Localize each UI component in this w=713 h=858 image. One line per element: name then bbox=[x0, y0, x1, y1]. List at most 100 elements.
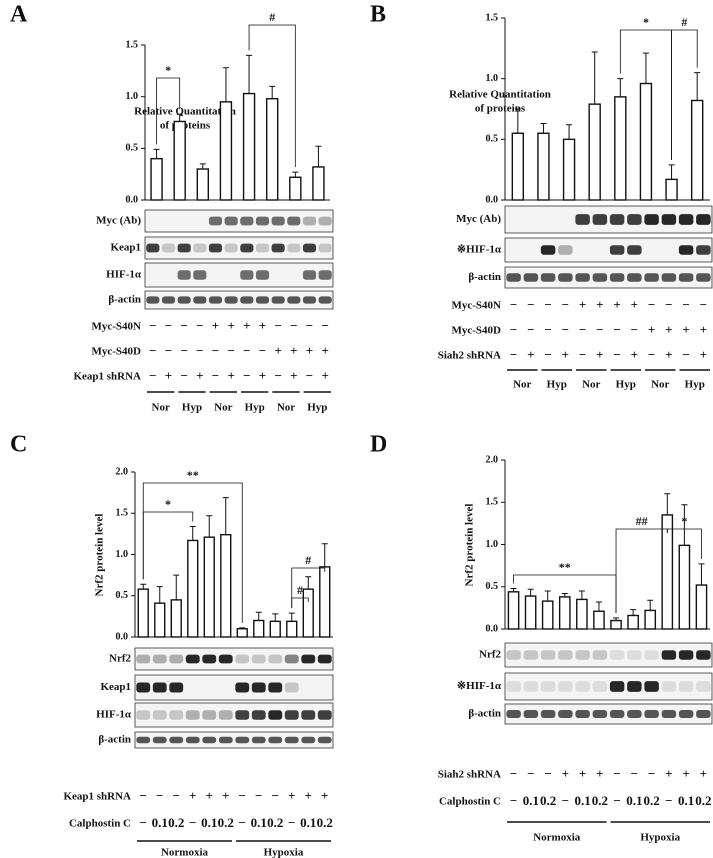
blot-band bbox=[161, 243, 176, 253]
condition-sign: + bbox=[596, 297, 603, 312]
blot-band bbox=[302, 243, 317, 253]
condition-sign: + bbox=[562, 347, 569, 362]
blot-band bbox=[255, 243, 270, 253]
bar bbox=[541, 600, 554, 630]
condition-sign: − bbox=[544, 347, 551, 362]
blot-band bbox=[661, 273, 677, 282]
condition-sign: + bbox=[321, 788, 328, 803]
condition-sign: + bbox=[682, 766, 689, 781]
error-bar bbox=[544, 590, 551, 602]
significance-bracket bbox=[671, 29, 698, 160]
condition-sign: 0.2 bbox=[168, 815, 184, 830]
y-tick-label: 1.0 bbox=[116, 549, 129, 560]
group-label: Hyp bbox=[245, 402, 265, 414]
group-label: Normoxia bbox=[533, 832, 581, 844]
condition-sign: 0.2 bbox=[317, 815, 333, 830]
y-tick-label: 2.0 bbox=[116, 466, 129, 477]
group-label: Nor bbox=[513, 379, 531, 391]
error-bar bbox=[292, 171, 299, 178]
condition-sign: − bbox=[613, 347, 620, 362]
bar bbox=[537, 132, 550, 201]
error-bar bbox=[176, 113, 183, 122]
condition-sign: − bbox=[149, 368, 156, 383]
error-bar bbox=[140, 583, 147, 590]
condition-sign: + bbox=[290, 368, 297, 383]
y-tick-label: 0.5 bbox=[486, 134, 499, 145]
blot-band bbox=[318, 296, 332, 304]
condition-sign: − bbox=[259, 343, 266, 358]
condition-sign: − bbox=[665, 793, 672, 808]
condition-sign: + bbox=[206, 788, 213, 803]
blot-band bbox=[558, 710, 573, 718]
bar bbox=[150, 157, 163, 201]
condition-sign: 0.2 bbox=[644, 793, 660, 808]
condition-sign: + bbox=[259, 318, 266, 333]
blot-band bbox=[696, 681, 711, 692]
blot-band bbox=[152, 682, 167, 693]
blot-band bbox=[575, 681, 590, 692]
error-bar bbox=[222, 67, 229, 102]
significance-label: * bbox=[643, 15, 649, 29]
condition-sign: + bbox=[227, 368, 234, 383]
condition-sign: − bbox=[165, 343, 172, 358]
condition-sign: + bbox=[596, 766, 603, 781]
blot-band bbox=[152, 654, 167, 664]
condition-sign: + bbox=[243, 318, 250, 333]
blot-band bbox=[575, 273, 590, 282]
y-tick-label: 1.5 bbox=[486, 497, 499, 508]
condition-sign: − bbox=[243, 343, 250, 358]
condition-sign: + bbox=[306, 343, 313, 358]
blot-band bbox=[287, 296, 301, 304]
error-bar bbox=[681, 504, 688, 546]
condition-sign: − bbox=[180, 368, 187, 383]
condition-sign: − bbox=[682, 347, 689, 362]
condition-sign: − bbox=[544, 297, 551, 312]
bar bbox=[302, 588, 314, 638]
significance-label: # bbox=[297, 583, 303, 597]
condition-sign: + bbox=[288, 788, 295, 803]
blot-band bbox=[317, 654, 332, 664]
condition-sign: 0.1 bbox=[251, 815, 267, 830]
blot-frame bbox=[134, 674, 334, 701]
error-bar bbox=[613, 617, 620, 621]
condition-sign: − bbox=[274, 318, 281, 333]
y-tick-label: 1.5 bbox=[116, 508, 129, 519]
bar bbox=[593, 610, 605, 630]
blot-label: HIF-1α bbox=[96, 709, 132, 721]
bar bbox=[220, 534, 232, 638]
blot-band bbox=[271, 296, 285, 304]
condition-sign: − bbox=[321, 318, 328, 333]
group-label: Normoxia bbox=[161, 847, 209, 858]
condition-sign: − bbox=[239, 815, 246, 830]
error-bar bbox=[321, 543, 328, 567]
condition-sign: 0.1 bbox=[152, 815, 168, 830]
panel-letter: C bbox=[10, 432, 27, 458]
blot-band bbox=[506, 650, 521, 660]
blot-band bbox=[235, 654, 250, 664]
blot-band bbox=[218, 654, 233, 664]
condition-sign: − bbox=[510, 297, 517, 312]
bar bbox=[665, 178, 678, 201]
error-bar bbox=[206, 515, 213, 538]
bar bbox=[173, 120, 186, 201]
blot-band bbox=[193, 243, 207, 253]
significance-label: # bbox=[269, 10, 275, 24]
condition-sign: + bbox=[527, 347, 534, 362]
blot-band bbox=[224, 296, 238, 304]
bar bbox=[170, 599, 182, 638]
bar bbox=[137, 588, 149, 638]
blot-label: β-actin bbox=[468, 271, 501, 283]
condition-sign: + bbox=[259, 368, 266, 383]
bar bbox=[678, 544, 691, 630]
blot-band bbox=[169, 654, 184, 664]
bar bbox=[286, 620, 298, 638]
condition-sign: − bbox=[243, 368, 250, 383]
blot-band bbox=[287, 243, 301, 253]
blot-label: HIF-1α bbox=[106, 269, 142, 281]
blot-band bbox=[271, 216, 285, 226]
blot-band bbox=[240, 243, 254, 253]
blot-band bbox=[627, 650, 642, 660]
bar bbox=[614, 96, 627, 201]
blot-band bbox=[558, 650, 573, 660]
blot-band bbox=[592, 650, 608, 660]
